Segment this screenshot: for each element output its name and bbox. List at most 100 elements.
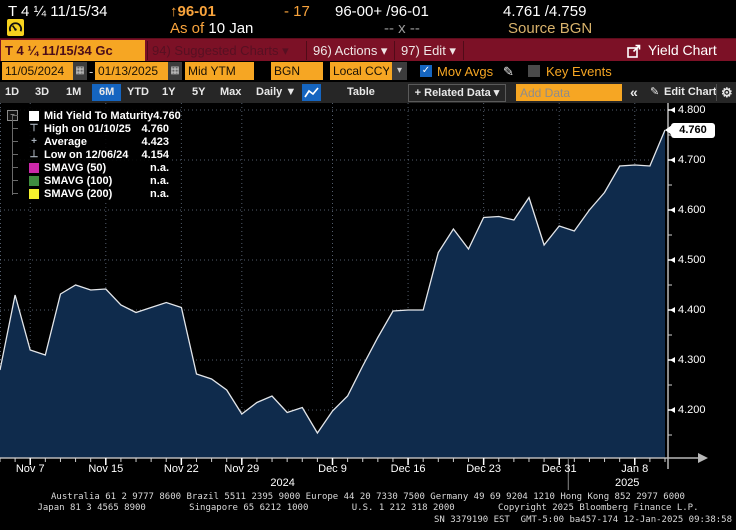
legend-label: SMAVG (200) <box>44 187 113 200</box>
range-button-max[interactable]: Max <box>220 86 242 98</box>
menu-separator <box>306 41 307 60</box>
security-field[interactable]: T 4 ¼ 11/15/34 Gc <box>1 40 145 61</box>
menu-actions[interactable]: 96) Actions ▾ <box>313 43 388 58</box>
as-of-line: As of 10 Jan <box>170 20 253 37</box>
legend-high-marker-icon: ⊤ <box>29 123 39 134</box>
gauge-glyph <box>9 22 22 32</box>
calendar-icon[interactable]: ▦ <box>168 62 182 80</box>
date-range-separator: - <box>89 64 94 79</box>
legend-item[interactable]: SMAVG (50) n.a. <box>12 161 169 174</box>
yield-area-chart[interactable] <box>0 103 736 497</box>
legend-label: Average <box>44 135 88 148</box>
start-date-input[interactable] <box>2 62 73 80</box>
price-change: - 17 <box>284 3 310 20</box>
y-axis-tick-label: 4.200 <box>678 404 706 416</box>
edit-chart-pencil-icon[interactable]: ✎ <box>650 86 660 98</box>
menu-separator <box>147 41 148 60</box>
end-date-input[interactable] <box>95 62 168 80</box>
yield-chart-canvas[interactable]: 4.200 4.300 4.400 4.500 4.600 4.700 4.800 Nov 7… <box>0 103 736 497</box>
line-chart-glyph <box>304 87 319 98</box>
legend-avg-marker-icon: + <box>31 136 37 147</box>
quote-strip: T 4 ¼ 11/15/34 ↑96-01 - 17 96-00+ /96-01… <box>0 0 736 38</box>
toolbar-separator <box>716 84 717 101</box>
range-button-6m[interactable]: 6M <box>92 84 122 101</box>
add-data-input[interactable] <box>516 84 622 101</box>
footer-phone-line: Japan 81 3 4565 8900 Singapore 65 6212 1… <box>37 503 699 513</box>
export-icon[interactable] <box>627 44 641 58</box>
as-of-value: 10 Jan <box>208 20 254 37</box>
legend-value: 4.760 <box>141 122 169 135</box>
legend-tree-line <box>12 116 13 195</box>
legend-value: n.a. <box>150 174 169 187</box>
bid-ask-price: 96-00+ /96-01 <box>335 3 429 20</box>
legend-low-marker-icon: ⊥ <box>29 149 39 160</box>
range-button-5y[interactable]: 5Y <box>192 86 206 98</box>
legend-value: 4.760 <box>153 109 181 122</box>
range-button-1m[interactable]: 1M <box>66 86 82 98</box>
legend-item[interactable]: SMAVG (100) n.a. <box>12 174 169 187</box>
menu-bar: T 4 ¼ 11/15/34 Gc 94) Suggested Charts ▾… <box>0 38 736 61</box>
y-axis-tick-label: 4.300 <box>678 354 706 366</box>
key-events-label: Key Events <box>546 64 612 79</box>
menu-edit[interactable]: 97) Edit ▾ <box>401 43 456 58</box>
legend-swatch <box>29 175 39 186</box>
x-axis-year-label: 2025 <box>614 477 640 489</box>
key-events-checkbox[interactable]: ✓ <box>528 65 540 77</box>
legend-label: High on 01/10/25 <box>44 122 131 135</box>
legend-item[interactable]: ⊥ Low on 12/06/24 4.154 <box>12 148 169 161</box>
as-of-label: As of <box>170 20 205 37</box>
menu-suggested-charts[interactable]: 94) Suggested Charts ▾ <box>152 43 289 58</box>
legend-value: n.a. <box>150 187 169 200</box>
x-axis-tick-label: Nov 7 <box>15 463 45 475</box>
x-axis-tick-label: Dec 16 <box>390 463 426 475</box>
currency-selector[interactable] <box>330 62 392 80</box>
cross-size: -- x -- <box>384 20 420 37</box>
legend-label: Low on 12/06/24 <box>44 148 129 161</box>
x-axis-tick-label: Nov 15 <box>88 463 124 475</box>
legend-item[interactable]: + Average 4.423 <box>12 135 169 148</box>
collapse-chevrons-icon[interactable]: « <box>630 84 638 100</box>
current-value-tag: 4.760 <box>665 122 715 138</box>
frequency-dropdown[interactable]: Daily ▼ <box>256 86 297 98</box>
legend-item[interactable]: Mid Yield To Maturity 4.760 <box>12 109 181 122</box>
legend-value: n.a. <box>150 161 169 174</box>
y-axis-tick-label: 4.600 <box>678 204 706 216</box>
axis-labels-layer: 4.200 4.300 4.400 4.500 4.600 4.700 4.800 Nov 7… <box>0 103 736 497</box>
footer-phone-line: Australia 61 2 9777 8600 Brazil 5511 239… <box>51 492 685 502</box>
edit-chart-button[interactable]: Edit Chart <box>664 86 717 98</box>
legend-swatch <box>29 110 39 121</box>
x-axis-tick-label: Jan 8 <box>621 463 649 475</box>
legend-swatch <box>29 162 39 173</box>
legend-item[interactable]: SMAVG (200) n.a. <box>12 187 169 200</box>
calendar-icon[interactable]: ▦ <box>73 62 87 80</box>
period-toolbar: 1D 3D 1M 6M YTD 1Y 5Y Max Daily ▼ Table + Relat… <box>0 82 736 103</box>
y-axis-tick-label: 4.400 <box>678 304 706 316</box>
terminal-footer: Australia 61 2 9777 8600 Brazil 5511 239… <box>0 490 736 530</box>
filter-bar: ▦ - ▦ ▾ ✓ Mov Avgs ✎ ✓ Key Events <box>0 61 736 82</box>
x-axis-tick-label: Nov 22 <box>163 463 199 475</box>
legend-label: SMAVG (100) <box>44 174 113 187</box>
line-chart-type-icon[interactable] <box>302 84 321 101</box>
gear-icon[interactable]: ⚙ <box>721 85 733 100</box>
legend-swatch <box>29 188 39 199</box>
bid-ask-yield: 4.761 /4.759 <box>503 3 587 20</box>
range-button-1y[interactable]: 1Y <box>162 86 176 98</box>
pricing-source-input[interactable] <box>271 62 323 80</box>
field-selector[interactable] <box>185 62 254 80</box>
y-axis-tick-label: 4.700 <box>678 154 706 166</box>
range-button-ytd[interactable]: YTD <box>127 86 149 98</box>
chevron-down-icon[interactable]: ▾ <box>392 62 407 80</box>
range-button-1d[interactable]: 1D <box>5 86 20 98</box>
x-axis-tick-label: Dec 9 <box>318 463 347 475</box>
legend-item[interactable]: ⊤ High on 01/10/25 4.760 <box>12 122 169 135</box>
x-axis-tick-label: Dec 31 <box>541 463 577 475</box>
speedometer-icon[interactable] <box>7 19 24 36</box>
x-axis-year-label: 2024 <box>270 477 295 489</box>
edit-mov-avgs-pencil-icon[interactable]: ✎ <box>503 64 514 79</box>
mov-avgs-checkbox[interactable]: ✓ <box>420 65 432 77</box>
y-axis-tick-label: 4.800 <box>678 104 706 116</box>
table-button[interactable]: Table <box>347 86 375 98</box>
related-data-dropdown[interactable]: + Related Data ▾ <box>408 84 506 102</box>
range-button-3d[interactable]: 3D <box>35 86 50 98</box>
